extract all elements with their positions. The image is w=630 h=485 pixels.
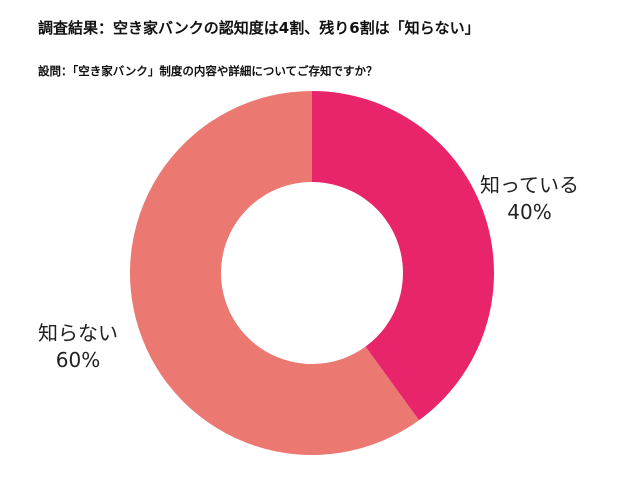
chart-subtitle: 設問：「空き家バンク」制度の内容や詳細についてご存知ですか？	[38, 64, 378, 78]
slice-label-aware: 知っている 40%	[480, 172, 579, 226]
chart-title: 調査結果：空き家バンクの認知度は4割、残り6割は「知らない」	[38, 19, 480, 37]
slice-label-unaware: 知らない 60%	[38, 320, 118, 374]
slice-label-unaware-value: 60%	[55, 348, 101, 372]
slice-label-aware-name: 知っている	[480, 173, 579, 197]
slice-label-unaware-name: 知らない	[38, 321, 118, 345]
slice-unaware	[130, 91, 419, 455]
slice-aware	[312, 91, 495, 421]
slice-label-aware-value: 40%	[507, 200, 552, 224]
